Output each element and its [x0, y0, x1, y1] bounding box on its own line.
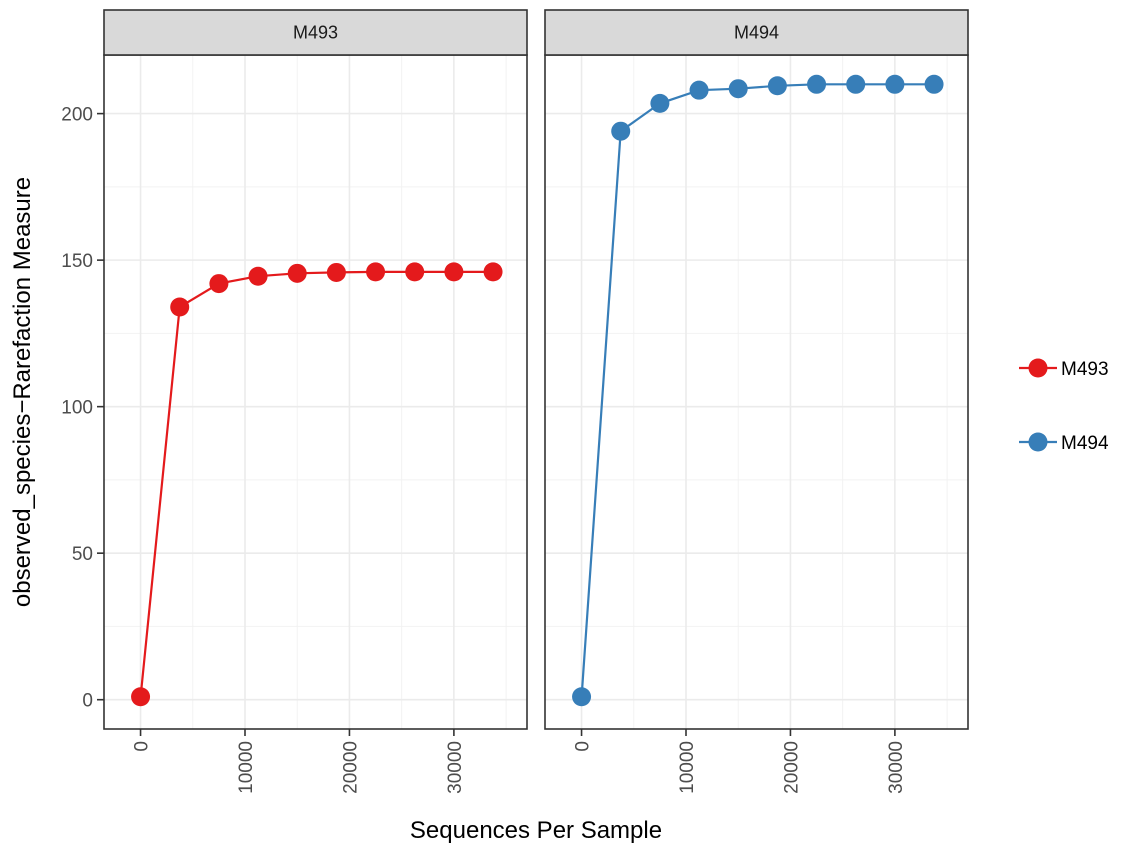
facet-strip-label: M494 — [734, 23, 779, 43]
data-point — [209, 274, 229, 294]
legend: M493 M494 — [1019, 358, 1109, 454]
data-point — [728, 79, 748, 99]
y-tick-label: 150 — [61, 251, 93, 272]
data-point — [444, 262, 464, 282]
series-line-m493 — [139, 270, 494, 697]
data-point — [846, 74, 866, 94]
facets-layer: M493 0 10000 20000 30000 M494 0 10000 20000 30000 — [103, 9, 969, 794]
x-tick-label: 30000 — [886, 741, 907, 794]
legend-key-point — [1028, 432, 1048, 452]
facet-panel-m494: M494 0 10000 20000 30000 — [544, 9, 969, 794]
data-point — [366, 262, 386, 282]
x-tick-label: 0 — [573, 741, 594, 752]
y-axis-title: observed_species−Rarefaction Measure — [9, 177, 36, 607]
data-point — [405, 262, 425, 282]
x-axis-title: Sequences Per Sample — [410, 817, 662, 844]
facet-panel-m493: M493 0 10000 20000 30000 — [103, 9, 528, 794]
data-point — [248, 266, 268, 286]
data-point — [689, 80, 709, 100]
facet-strip — [103, 9, 528, 56]
data-point — [807, 74, 827, 94]
data-point — [767, 76, 787, 96]
x-tick-label: 10000 — [677, 741, 698, 794]
legend-label: M493 — [1061, 359, 1109, 380]
data-point — [572, 687, 592, 707]
y-tick-label: 100 — [61, 398, 93, 419]
data-point — [885, 74, 905, 94]
data-point — [924, 74, 944, 94]
y-tick-label: 50 — [72, 544, 93, 565]
y-axis: 0 50 100 150 200 — [61, 105, 104, 712]
data-point — [483, 262, 503, 282]
legend-key-point — [1028, 358, 1048, 378]
y-tick-label: 0 — [82, 691, 93, 712]
panel-background — [104, 55, 527, 729]
x-tick-label: 30000 — [445, 741, 466, 794]
x-tick-label: 20000 — [340, 741, 361, 794]
legend-item-m493: M493 — [1019, 358, 1109, 380]
x-tick-label: 10000 — [236, 741, 257, 794]
data-point — [611, 121, 631, 141]
series-line-m494 — [580, 83, 935, 697]
facet-strip — [544, 9, 969, 56]
panel-background — [545, 55, 968, 729]
legend-label: M494 — [1061, 433, 1109, 454]
legend-item-m494: M494 — [1019, 432, 1109, 454]
x-tick-label: 20000 — [781, 741, 802, 794]
y-tick-label: 200 — [61, 105, 93, 126]
data-point — [326, 262, 346, 282]
x-tick-label: 0 — [132, 741, 153, 752]
data-point — [650, 93, 670, 113]
data-point — [131, 687, 151, 707]
facet-strip-label: M493 — [293, 23, 338, 43]
data-point — [287, 263, 307, 283]
data-point — [170, 297, 190, 317]
